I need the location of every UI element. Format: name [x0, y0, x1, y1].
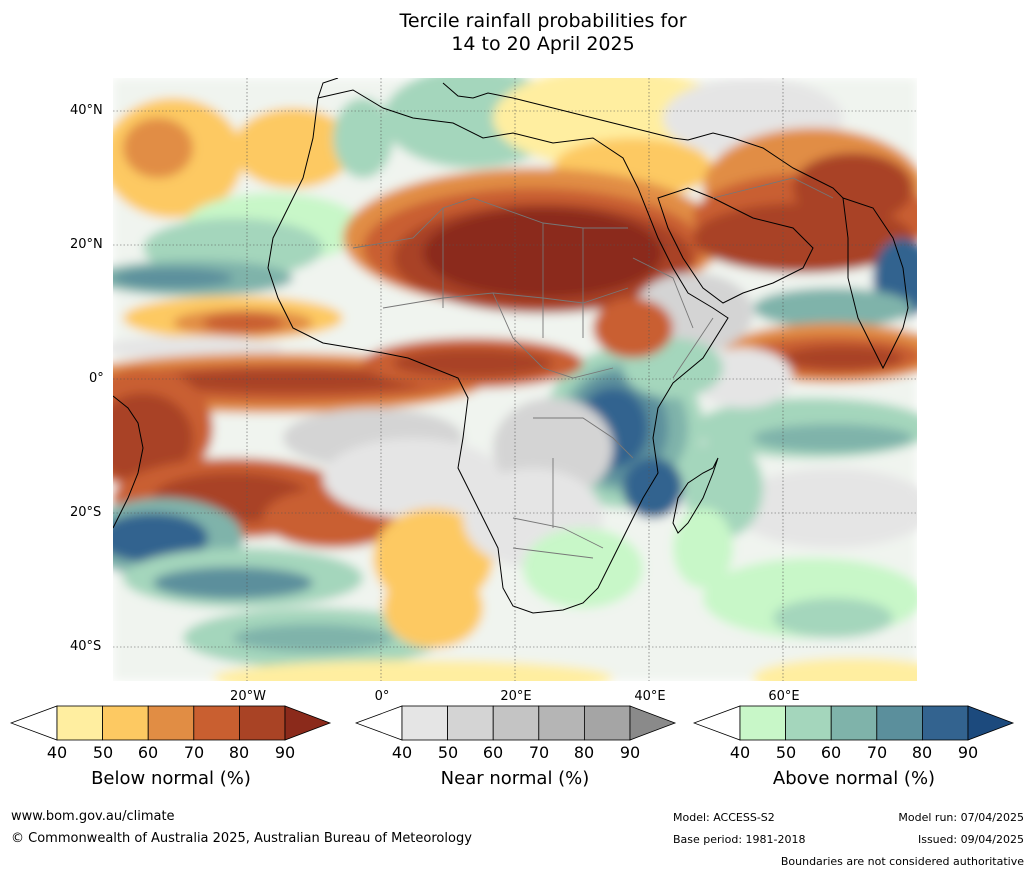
lon-label-0: 0° — [374, 689, 390, 704]
map-title: Tercile rainfall probabilities for 14 to… — [0, 10, 1035, 56]
colorbar-low-extend — [354, 705, 403, 741]
colorbar-below-title: Below normal (%) — [91, 768, 251, 789]
tick-label: 60 — [820, 743, 842, 762]
lat-label-40n: 40°N — [70, 103, 103, 118]
lat-label-40s: 40°S — [70, 639, 102, 654]
tick-label: 60 — [137, 743, 159, 762]
tick-label: 60 — [482, 743, 504, 762]
title-line-2: 14 to 20 April 2025 — [451, 33, 635, 55]
colorbar-near-title: Near normal (%) — [440, 768, 590, 789]
rainfall-probability-map — [113, 78, 917, 681]
colorbar-segment — [447, 705, 494, 741]
tick-label: 40 — [391, 743, 413, 762]
tick-label: 80 — [228, 743, 250, 762]
footer-url: www.bom.gov.au/climate — [11, 809, 175, 824]
colorbar-segment — [785, 705, 832, 741]
footer-base-period: Base period: 1981-2018 — [673, 833, 806, 846]
country-borders — [352, 177, 834, 559]
lat-label-20s: 20°S — [70, 505, 102, 520]
lon-label-20e: 20°E — [500, 689, 532, 704]
tick-label: 50 — [437, 743, 459, 762]
lon-label-40e: 40°E — [634, 689, 666, 704]
colorbar-near-normal — [354, 705, 677, 745]
colorbar-segment — [56, 705, 103, 741]
lat-label-20n: 20°N — [70, 237, 103, 252]
lat-label-0: 0° — [89, 371, 104, 386]
colorbar-low-extend — [692, 705, 741, 741]
colorbar-segment — [921, 705, 969, 741]
colorbar-segment — [102, 705, 149, 741]
colorbar-high-extend — [967, 705, 1015, 741]
colorbar-segment — [739, 705, 786, 741]
colorbar-above-title: Above normal (%) — [772, 768, 936, 789]
tick-label: 50 — [92, 743, 114, 762]
colorbar-segment — [876, 705, 923, 741]
tick-label: 70 — [528, 743, 550, 762]
colorbar-segment — [492, 705, 540, 741]
tick-label: 40 — [46, 743, 68, 762]
colorbar-above-normal — [692, 705, 1015, 745]
title-line-1: Tercile rainfall probabilities for — [399, 10, 687, 32]
tick-label: 90 — [274, 743, 296, 762]
tick-label: 40 — [729, 743, 751, 762]
footer-disclaimer: Boundaries are not considered authoritat… — [780, 855, 1024, 868]
colorbar-low-extend — [9, 705, 58, 741]
colorbar-segment — [830, 705, 878, 741]
colorbar-segment — [583, 705, 631, 741]
tick-label: 80 — [911, 743, 933, 762]
footer-copyright: © Commonwealth of Australia 2025, Austra… — [11, 831, 472, 846]
tick-label: 70 — [866, 743, 888, 762]
lon-label-20w: 20°W — [230, 689, 266, 704]
colorbar-segment — [538, 705, 585, 741]
tick-label: 80 — [573, 743, 595, 762]
colorbar-high-extend — [629, 705, 677, 741]
tick-label: 90 — [957, 743, 979, 762]
colorbar-segment — [401, 705, 448, 741]
colorbar-below-normal — [9, 705, 332, 745]
footer-issued: Issued: 09/04/2025 — [917, 833, 1024, 846]
tick-label: 50 — [775, 743, 797, 762]
colorbar-segment — [147, 705, 195, 741]
tick-label: 70 — [183, 743, 205, 762]
tick-label: 90 — [619, 743, 641, 762]
colorbar-high-extend — [284, 705, 332, 741]
footer-model: Model: ACCESS-S2 — [673, 811, 775, 824]
colorbar-segment — [193, 705, 240, 741]
coastlines — [113, 78, 909, 614]
colorbar-segment — [238, 705, 286, 741]
graticule — [113, 78, 917, 681]
footer-model-run: Model run: 07/04/2025 — [898, 811, 1024, 824]
lon-label-60e: 60°E — [768, 689, 800, 704]
